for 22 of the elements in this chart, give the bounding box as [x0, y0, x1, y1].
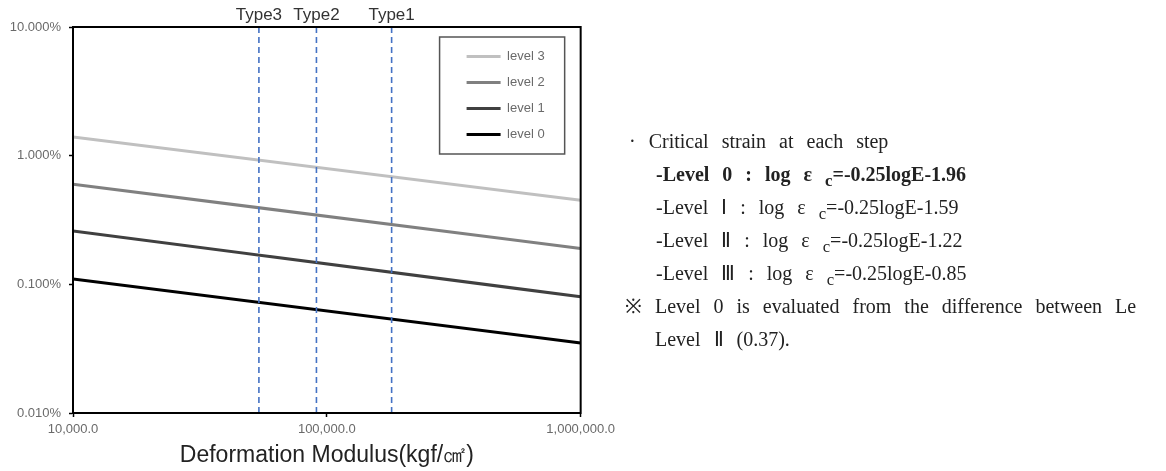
- ref-line-label: Type2: [293, 5, 340, 24]
- text: -Level 0 : log ε $_{c}$=-0.25logE-1.96: [656, 162, 968, 192]
- text: · Critical strain at each step: [629, 129, 890, 155]
- legend-label: level 0: [507, 126, 545, 142]
- y-tick-label: 0.010%: [16, 404, 62, 420]
- text: -Level Ⅰ : log ε $_{c}$=-0.25logE-1.59: [656, 195, 960, 225]
- ref-line-label: Type1: [368, 5, 415, 24]
- text: -Level Ⅲ : log ε $_{c}$=-0.25logE-0.85: [656, 261, 968, 291]
- x-axis-title: Deformation Modulus(kgf/㎠): [179, 440, 474, 467]
- y-tick-label: 0.100%: [16, 275, 62, 291]
- text: -Level Ⅱ : log ε $_{c}$=-0.25logE-1.22: [656, 228, 964, 258]
- legend-label: level 1: [507, 100, 545, 116]
- x-tick-label: 100,000.0: [297, 421, 356, 437]
- y-tick-label: 1.000%: [16, 147, 62, 163]
- x-tick-label: 10,000.0: [47, 421, 99, 437]
- legend-label: level 2: [507, 74, 545, 90]
- legend-label: level 3: [507, 48, 545, 64]
- text: Level Ⅱ (0.37).: [655, 327, 791, 353]
- text: ※ Level 0 is evaluated from the difference between Le: [625, 294, 1138, 319]
- y-tick-label: 10.000%: [9, 18, 62, 34]
- ref-line-label: Type3: [235, 5, 283, 24]
- x-tick-label: 1,000,000.0: [546, 421, 616, 437]
